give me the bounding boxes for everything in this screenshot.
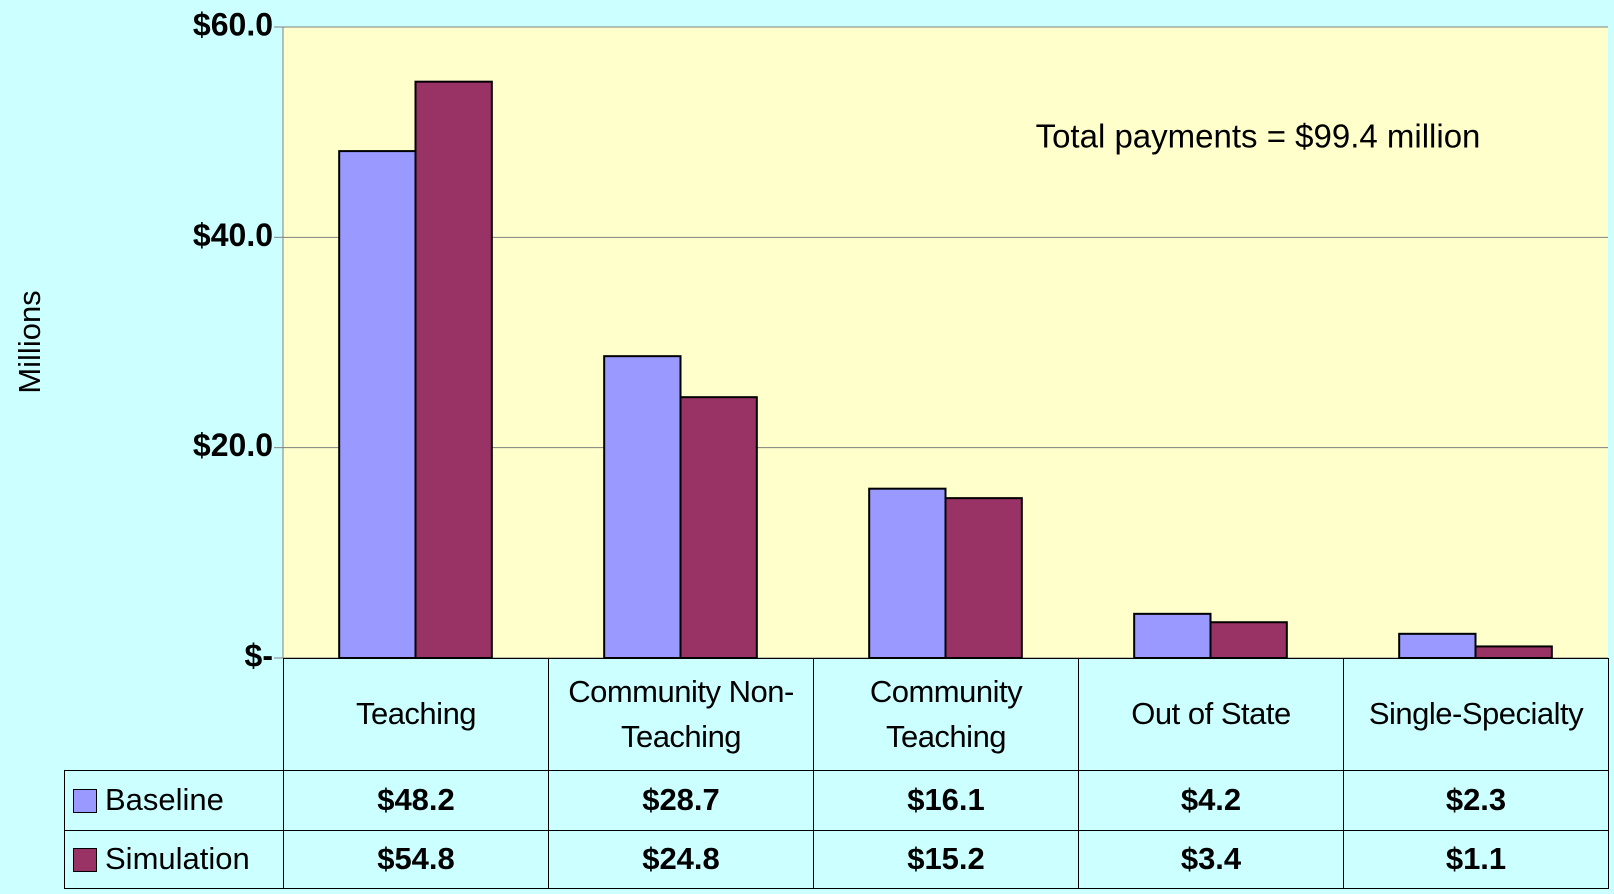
legend-entry: Baseline	[64, 770, 284, 831]
bar	[944, 497, 1023, 659]
x-tick-label: Out of State	[1078, 658, 1344, 771]
legend-label: Simulation	[105, 841, 250, 877]
data-label: $24.8	[548, 830, 814, 889]
y-axis-label: Millions	[12, 290, 47, 393]
x-tick-label: Single-Specialty	[1343, 658, 1609, 771]
bar	[338, 150, 417, 659]
legend-entry: Simulation	[64, 830, 284, 889]
bar	[1474, 645, 1553, 659]
data-label: $48.2	[283, 770, 549, 831]
data-label: $28.7	[548, 770, 814, 831]
data-label: $1.1	[1343, 830, 1609, 889]
y-tick-label: $-	[245, 637, 273, 673]
data-label: $16.1	[813, 770, 1079, 831]
y-tick-label: $60.0	[193, 6, 273, 42]
data-label: $15.2	[813, 830, 1079, 889]
data-label: $3.4	[1078, 830, 1344, 889]
bar	[603, 355, 682, 659]
data-label: $2.3	[1343, 770, 1609, 831]
y-tick-label: $20.0	[193, 427, 273, 463]
bar	[1209, 621, 1288, 660]
y-tick-label: $40.0	[193, 217, 273, 253]
x-tick-label: Community Non-Teaching	[548, 658, 814, 771]
bar	[868, 487, 947, 659]
x-tick-label: Community Teaching	[813, 658, 1079, 771]
annotation: Total payments = $99.4 million	[1036, 118, 1481, 155]
data-label: $4.2	[1078, 770, 1344, 831]
bar	[414, 80, 493, 660]
x-tick-label: Teaching	[283, 658, 549, 771]
bar	[1133, 612, 1212, 660]
bar	[679, 396, 758, 659]
legend-label: Baseline	[105, 782, 224, 818]
legend-swatch	[73, 847, 97, 872]
bar	[1398, 632, 1477, 659]
legend-swatch	[73, 788, 97, 813]
data-label: $54.8	[283, 830, 549, 889]
